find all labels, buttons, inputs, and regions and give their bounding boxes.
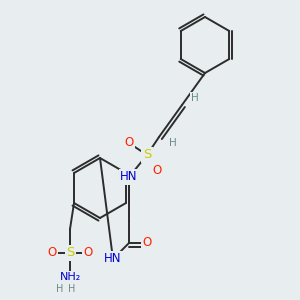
Text: HN: HN xyxy=(104,253,122,266)
Text: NH₂: NH₂ xyxy=(59,272,81,282)
Text: O: O xyxy=(152,164,162,178)
Text: H: H xyxy=(169,138,177,148)
Text: H: H xyxy=(56,284,64,294)
Text: H: H xyxy=(68,284,76,294)
Text: O: O xyxy=(142,236,152,250)
Text: O: O xyxy=(47,247,57,260)
Text: O: O xyxy=(83,247,93,260)
Text: S: S xyxy=(66,247,74,260)
Text: S: S xyxy=(143,148,151,161)
Text: H: H xyxy=(191,93,199,103)
Text: HN: HN xyxy=(120,170,138,184)
Text: O: O xyxy=(124,136,134,149)
